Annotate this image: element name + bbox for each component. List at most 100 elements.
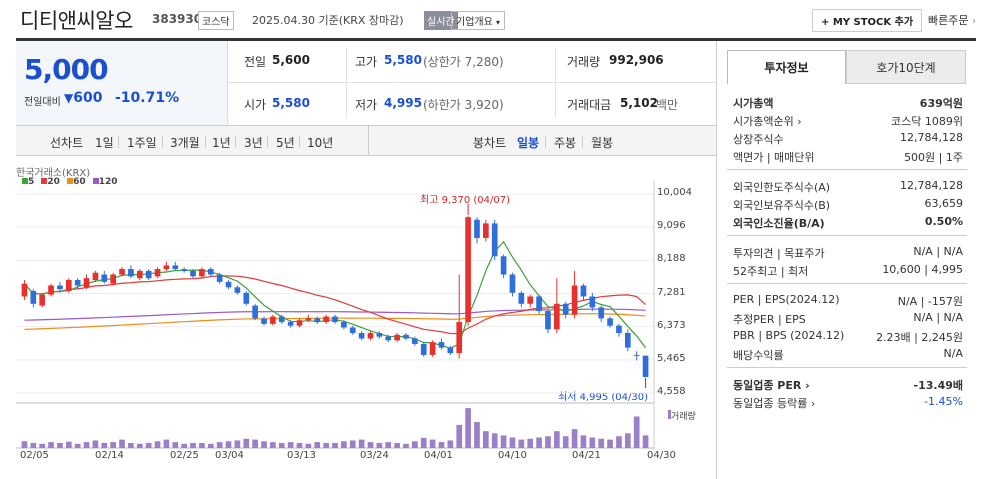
low-limit: (하한가 3,920) (423, 98, 504, 112)
candle-body (589, 296, 596, 308)
volume-bar (181, 443, 187, 448)
volume-bar (553, 431, 560, 448)
tab-5years[interactable]: 5년 (276, 136, 295, 150)
candle-body (438, 342, 445, 348)
invest-row-label: 외국인소진율(B/A) (733, 217, 825, 230)
invest-row-label: 상장주식수 (733, 133, 784, 146)
invest-row: 52주최고 | 최저 10,600 | 4,995 (733, 263, 963, 279)
volume-legend-label: 거래량 (671, 412, 696, 422)
candle-body (287, 322, 294, 326)
invest-row: 동일업종 PER › -13.49배 (733, 377, 963, 393)
candle-body (465, 217, 471, 323)
tab-weekly[interactable]: 주봉 (554, 136, 577, 150)
prev-value: 5,600 (272, 53, 310, 67)
invest-row: 추정PER | EPS N/A | N/A (733, 311, 963, 327)
divider (555, 48, 556, 118)
volume-bar (252, 439, 258, 448)
tab-monthly[interactable]: 월봉 (591, 136, 614, 150)
invest-row-label: 외국인한도주식수(A) (733, 181, 831, 194)
candle-body (385, 336, 392, 341)
x-tick-label: 03/04 (215, 450, 244, 461)
volume-bar (65, 441, 72, 448)
divider (267, 136, 268, 148)
tab-3years[interactable]: 3년 (244, 136, 263, 150)
realtime-badge[interactable]: 실시간 (424, 11, 458, 30)
add-mystock-button[interactable]: + MY STOCK 추가 (812, 9, 923, 32)
corp-info-dropdown[interactable]: 기업개요 ▾ (451, 11, 506, 30)
open-label: 시가 (244, 98, 267, 112)
invest-row-value: N/A | -157원 (897, 295, 963, 308)
amount-value: 5,102 (620, 96, 658, 110)
candle-body (270, 316, 276, 324)
high-limit: (상한가 7,280) (423, 55, 504, 69)
tab-daily[interactable]: 일봉 (517, 136, 540, 150)
volume-bar (287, 442, 294, 448)
candle-body (341, 322, 347, 328)
candle-body (580, 285, 587, 297)
invest-row-value: 500원 | 1주 (904, 151, 963, 164)
stock-name: 디티앤씨알오 (20, 9, 133, 33)
invest-row-label: 배당수익률 (733, 349, 784, 362)
invest-row-label: 투자의견 | 목표주가 (733, 247, 825, 260)
candle-body (553, 303, 560, 330)
invest-row-label: 시가총액순위 › (733, 115, 802, 128)
ma20-label: 20 (47, 177, 60, 187)
invest-row: 투자의견 | 목표주가 N/A | N/A (733, 245, 963, 261)
ma120-label: 120 (98, 177, 118, 187)
invest-row: PBR | BPS (2024.12) 2.23배 | 2,245원 (733, 329, 963, 344)
change-label: 전일대비 (24, 97, 61, 108)
invest-row: 시가총액 639억원 (733, 95, 963, 111)
volume-bar (57, 442, 63, 448)
volume-bar (616, 436, 622, 448)
quick-order-link[interactable]: 빠른주문 › (928, 12, 976, 28)
candle-body (314, 318, 321, 323)
tab-invest-info[interactable]: 투자정보 (727, 50, 846, 84)
tab-10years[interactable]: 10년 (307, 136, 334, 150)
candle-body (278, 316, 285, 323)
volume-bar (261, 441, 267, 448)
volume-bar (483, 431, 489, 448)
ma60-label: 60 (73, 177, 86, 187)
ma120-line (24, 308, 646, 321)
candle-body (207, 269, 214, 275)
candle-body (367, 333, 374, 339)
tab-3months[interactable]: 3개월 (170, 136, 200, 150)
volume-bar (385, 442, 392, 448)
volume-bar (545, 436, 551, 448)
candle-body (296, 320, 303, 326)
volume-bar (216, 442, 223, 448)
tab-candle-chart[interactable]: 봉차트 (473, 136, 507, 150)
candle-body (323, 316, 329, 323)
divider (368, 126, 369, 156)
y-tick-label: 7,281 (657, 286, 686, 298)
volume-bar (598, 438, 605, 448)
volume-bar (207, 443, 214, 448)
invest-row: PER | EPS(2024.12) N/A | -157원 (733, 293, 963, 308)
candle-body (110, 274, 117, 284)
tab-line-chart[interactable]: 선차트 (50, 136, 84, 150)
tab-orderbook[interactable]: 호가10단계 (846, 50, 966, 84)
tab-1day[interactable]: 1일 (95, 136, 114, 150)
quick-order-label: 빠른주문 (928, 14, 969, 27)
open-value: 5,580 (272, 96, 310, 110)
volume-bar (562, 436, 569, 448)
divider (716, 41, 717, 479)
volume-bar (394, 442, 400, 448)
candle-body (252, 305, 258, 319)
y-tick-label: 9,096 (657, 220, 686, 232)
volume-bar (154, 441, 161, 448)
candle-body (483, 223, 489, 238)
candle-body (57, 285, 63, 290)
volume-bar (296, 442, 303, 448)
volume-bar (580, 435, 587, 448)
volume-bar (571, 429, 578, 448)
tab-1week[interactable]: 1주일 (127, 136, 157, 150)
candle-body (39, 294, 46, 306)
volume-bar (225, 441, 232, 448)
tab-1year[interactable]: 1년 (212, 136, 231, 150)
volume-bar (456, 424, 463, 448)
volume-bar (128, 442, 134, 448)
candle-body (234, 287, 241, 293)
candle-body (598, 307, 605, 319)
candlestick-chart[interactable] (16, 160, 716, 460)
